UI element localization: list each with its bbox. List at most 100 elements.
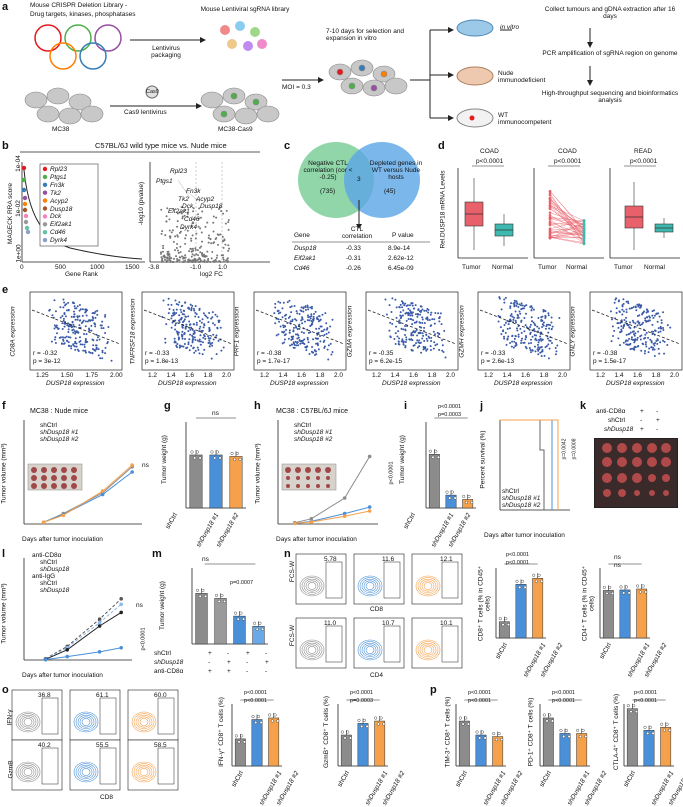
series-line [46,612,122,659]
e-point [284,315,286,317]
bar-point [620,586,623,589]
n-cd4-label: CD4 [370,672,383,679]
bar-point [538,574,541,577]
e-point [654,349,656,351]
e-point [422,318,424,320]
e-point [538,341,540,343]
e-point [634,338,636,340]
p-bar1-p2: p<0.0001 [468,698,491,704]
e-point [659,330,661,332]
e-point [301,316,303,318]
e-point [438,349,440,351]
e-point [170,304,172,306]
e-point [505,322,507,324]
e-point [90,325,92,327]
e-point [204,338,206,340]
volcano-point [182,258,184,260]
e-point [294,305,296,307]
e-point [652,331,654,333]
e-point [301,306,303,308]
volcano-ylabel: -log10 (pvalue) [138,182,145,225]
bar [543,718,553,766]
e-point [644,352,646,354]
volcano-point [223,247,225,249]
e-point [208,337,210,339]
e-point [513,347,515,349]
bar-point [239,458,242,461]
bar-point [219,457,222,460]
nude-mouse-icon [457,67,493,85]
e-point [423,346,425,348]
e-point [305,349,307,351]
e-point [551,342,553,344]
e-point [427,309,429,311]
volcano-label-acyp2: Acyp2 [196,196,214,203]
e-point [412,305,414,307]
e-point [289,329,291,331]
e-point [310,320,312,322]
plasmid-orange-icon [50,43,76,69]
b-xtick-3: 1500 [125,264,139,271]
e-p: p = 6.2e-15 [369,358,402,365]
e-point [638,314,640,316]
e-xtick: 1.50 [61,372,74,379]
e-point [62,336,64,338]
e-point [176,309,178,311]
e-point [662,327,664,329]
bar-point [240,612,243,615]
e-point [84,346,86,348]
e-point [180,318,182,320]
e-point [407,308,409,310]
e-point [220,350,222,352]
volcano-point [174,235,176,237]
e-point [167,304,169,306]
volcano-point [208,237,210,239]
e-point [302,340,304,342]
venn-right-count: (45) [384,188,396,195]
e-point [69,337,71,339]
e-point [297,328,299,330]
bar-point [380,717,383,720]
e-point [82,308,84,310]
e-point [178,320,180,322]
e-point [419,314,421,316]
bar-point [221,594,224,597]
volcano-point [209,238,211,240]
d1-tumor-point [549,230,552,233]
e-point [533,309,535,311]
e-xtick: 1.4 [503,372,512,379]
e-point [313,316,315,318]
mc38-label: MC38 [52,126,69,133]
tumor-inset-dot [286,476,290,480]
e-point [102,351,104,353]
e-point [513,341,515,343]
bar [620,590,630,638]
e-point [623,342,625,344]
step1-label: Collect tumours and gDNA extraction afte… [540,6,680,20]
e-point [279,312,281,314]
e-point [516,317,518,319]
e-point [429,319,431,321]
e-point [295,344,297,346]
e-point [301,322,303,324]
e-point [66,340,68,342]
volcano-point [194,261,196,263]
e-point [74,349,76,351]
volcano-point [182,260,184,262]
bar-point [532,574,535,577]
e-point [506,339,508,341]
wt-label: WT immunocompetent [498,112,558,126]
e-point [178,336,180,338]
e-point [284,334,286,336]
e-point [193,323,195,325]
b-legend-item: Tk2 [50,190,72,198]
n-bar1-p2: p<0.0001 [506,560,529,566]
e-point [537,344,539,346]
series-line [295,511,370,523]
e-point [274,303,276,305]
e-point [313,313,315,315]
e-xtick: 1.4 [391,372,400,379]
bar [533,578,543,638]
d1-normal-point [583,231,586,234]
e-point [62,338,64,340]
